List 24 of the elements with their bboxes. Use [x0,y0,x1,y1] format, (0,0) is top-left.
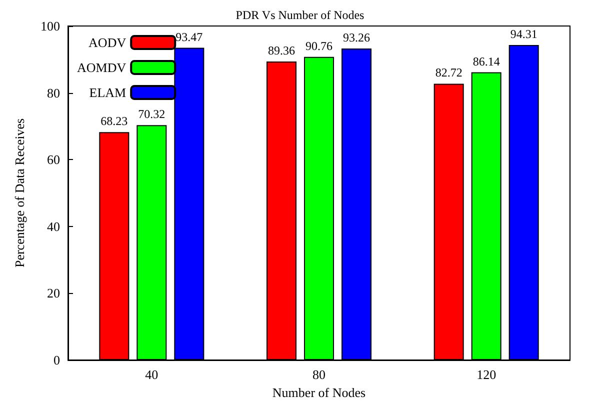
data-label: 93.47 [176,30,203,44]
data-label: 86.14 [472,54,500,68]
x-tick-label: 80 [312,367,326,382]
data-label: 70.32 [138,107,166,122]
data-label: 82.72 [435,66,462,80]
legend-label: AODV [88,35,127,50]
data-label: 93.26 [343,30,370,45]
data-label: 94.31 [510,27,538,42]
x-tick-label: 40 [145,367,158,382]
data-label: 89.36 [268,44,295,58]
legend-label: AOMDV [76,60,127,75]
y-tick-label: 80 [47,85,60,100]
x-tick-label: 120 [476,367,496,382]
data-label: 68.23 [100,114,128,128]
chart-title: PDR Vs Number of Nodes [236,8,365,22]
y-tick-label: 20 [47,286,60,301]
legend-label: ELAM [89,85,127,100]
y-tick-label: 0 [54,352,60,368]
y-tick-label: 100 [40,18,60,34]
y-tick-label: 60 [47,152,60,168]
data-label: 90.76 [306,38,332,53]
y-tick-label: 40 [47,218,60,234]
x-axis-title: Number of Nodes [272,384,366,400]
y-axis-title: Percentage of Data Receives [12,118,27,268]
